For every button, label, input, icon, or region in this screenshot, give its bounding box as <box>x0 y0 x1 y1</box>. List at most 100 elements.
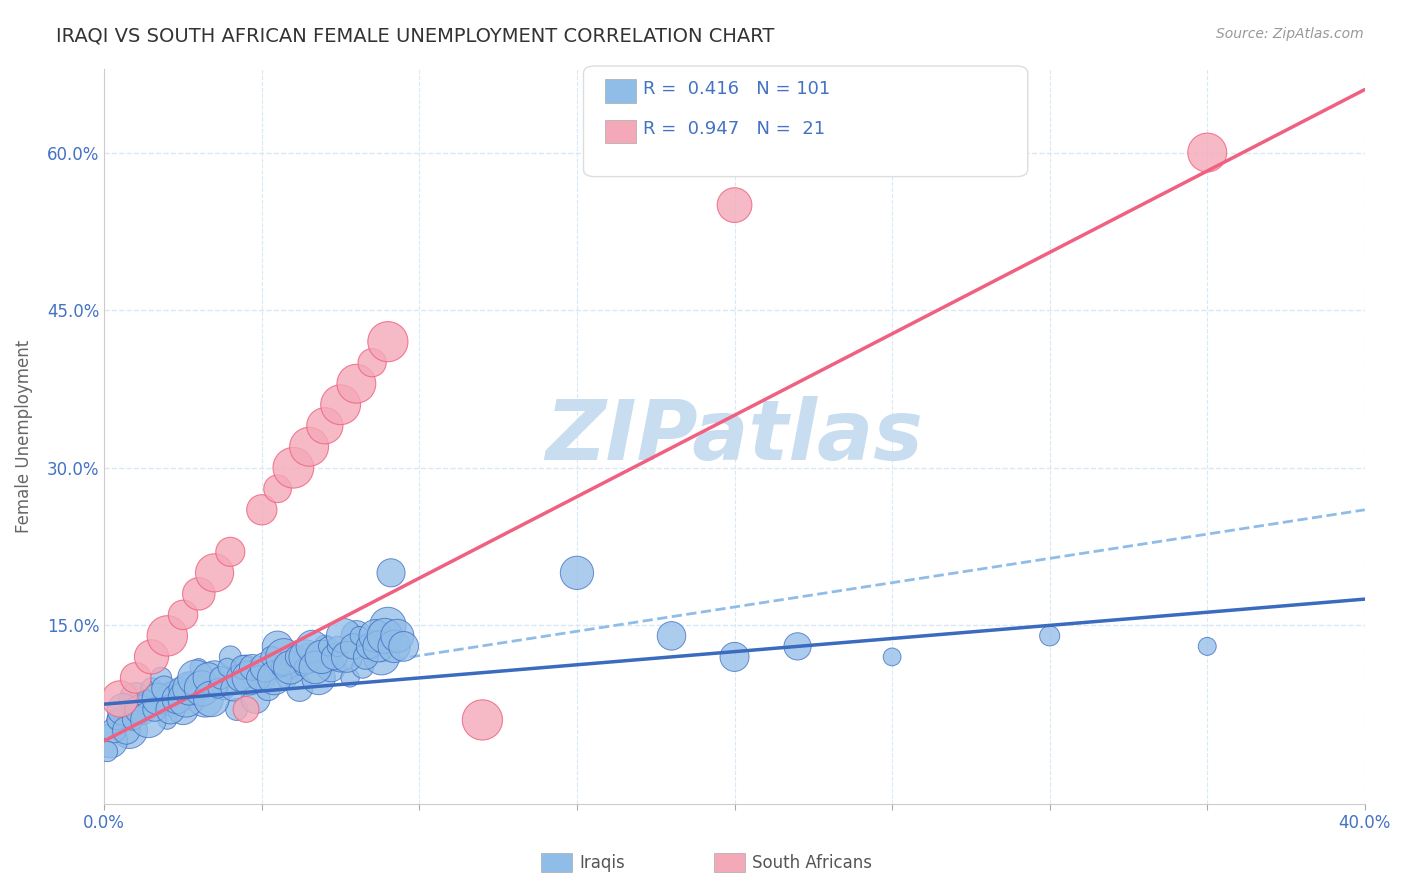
Point <box>1197 145 1219 160</box>
Point <box>172 607 194 622</box>
Point <box>238 671 260 685</box>
Text: IRAQI VS SOUTH AFRICAN FEMALE UNEMPLOYMENT CORRELATION CHART: IRAQI VS SOUTH AFRICAN FEMALE UNEMPLOYME… <box>56 27 775 45</box>
Point <box>276 671 298 685</box>
Point <box>786 640 808 654</box>
Point <box>377 334 399 349</box>
Point <box>146 692 169 706</box>
Point <box>197 671 219 685</box>
Point <box>471 713 494 727</box>
Point <box>232 660 254 674</box>
Point <box>209 671 232 685</box>
Point <box>344 376 367 391</box>
Point <box>187 587 209 601</box>
Point <box>308 671 330 685</box>
Point <box>370 649 392 664</box>
Point <box>266 640 288 654</box>
Point <box>138 713 160 727</box>
Point <box>298 440 321 454</box>
Point <box>329 398 352 412</box>
Point <box>204 566 226 580</box>
Point <box>283 460 305 475</box>
Point <box>295 649 318 664</box>
Point <box>191 681 214 696</box>
Point <box>349 629 371 643</box>
Point <box>387 629 409 643</box>
Point <box>194 692 217 706</box>
Point <box>143 702 166 716</box>
Point <box>377 618 399 632</box>
Point <box>266 482 288 496</box>
Point <box>723 649 745 664</box>
Point <box>314 418 336 433</box>
Point <box>225 702 247 716</box>
Point <box>149 671 172 685</box>
Point <box>134 692 156 706</box>
Point <box>156 713 179 727</box>
Point <box>661 629 683 643</box>
Point <box>181 681 204 696</box>
Point <box>361 356 384 370</box>
Point <box>108 713 131 727</box>
Point <box>367 640 389 654</box>
Point <box>219 545 242 559</box>
Point <box>301 640 323 654</box>
Point <box>247 671 270 685</box>
Point <box>187 660 209 674</box>
Point <box>108 692 131 706</box>
Point <box>219 649 242 664</box>
Point <box>141 649 163 664</box>
Point <box>153 681 176 696</box>
Point <box>380 566 402 580</box>
Point <box>204 671 226 685</box>
Point <box>374 629 396 643</box>
Text: Iraqis: Iraqis <box>579 854 626 871</box>
Point <box>141 681 163 696</box>
Point <box>270 660 292 674</box>
Point <box>235 702 257 716</box>
Point <box>115 723 138 738</box>
Point <box>342 640 364 654</box>
Point <box>112 702 135 716</box>
Point <box>354 649 377 664</box>
Point <box>179 681 201 696</box>
Point <box>339 671 361 685</box>
Point <box>321 660 343 674</box>
Point <box>217 660 239 674</box>
Point <box>326 640 349 654</box>
Point <box>332 629 354 643</box>
Point <box>174 692 197 706</box>
Point <box>118 723 141 738</box>
Text: R =  0.947   N =  21: R = 0.947 N = 21 <box>643 120 825 138</box>
Point <box>222 681 245 696</box>
Point <box>278 660 301 674</box>
Point <box>159 702 181 716</box>
Point <box>364 629 387 643</box>
Point <box>304 660 326 674</box>
Point <box>1039 629 1062 643</box>
Point <box>240 660 263 674</box>
Point <box>105 713 128 727</box>
Text: R =  0.416   N = 101: R = 0.416 N = 101 <box>643 80 830 98</box>
Point <box>273 649 295 664</box>
Point <box>392 640 415 654</box>
Point <box>100 734 122 748</box>
Point <box>200 692 222 706</box>
Point <box>1197 640 1219 654</box>
Point <box>311 649 333 664</box>
Point <box>125 692 148 706</box>
Point <box>316 640 339 654</box>
Point <box>291 660 314 674</box>
Point <box>288 681 311 696</box>
Point <box>156 629 179 643</box>
Point <box>245 692 267 706</box>
Point <box>96 744 118 758</box>
Point <box>285 649 308 664</box>
Point <box>166 692 188 706</box>
Point <box>128 702 150 716</box>
Point <box>723 198 745 212</box>
Point <box>229 671 252 685</box>
Point <box>121 713 143 727</box>
Y-axis label: Female Unemployment: Female Unemployment <box>15 340 32 533</box>
Point <box>250 671 273 685</box>
Point <box>184 671 207 685</box>
